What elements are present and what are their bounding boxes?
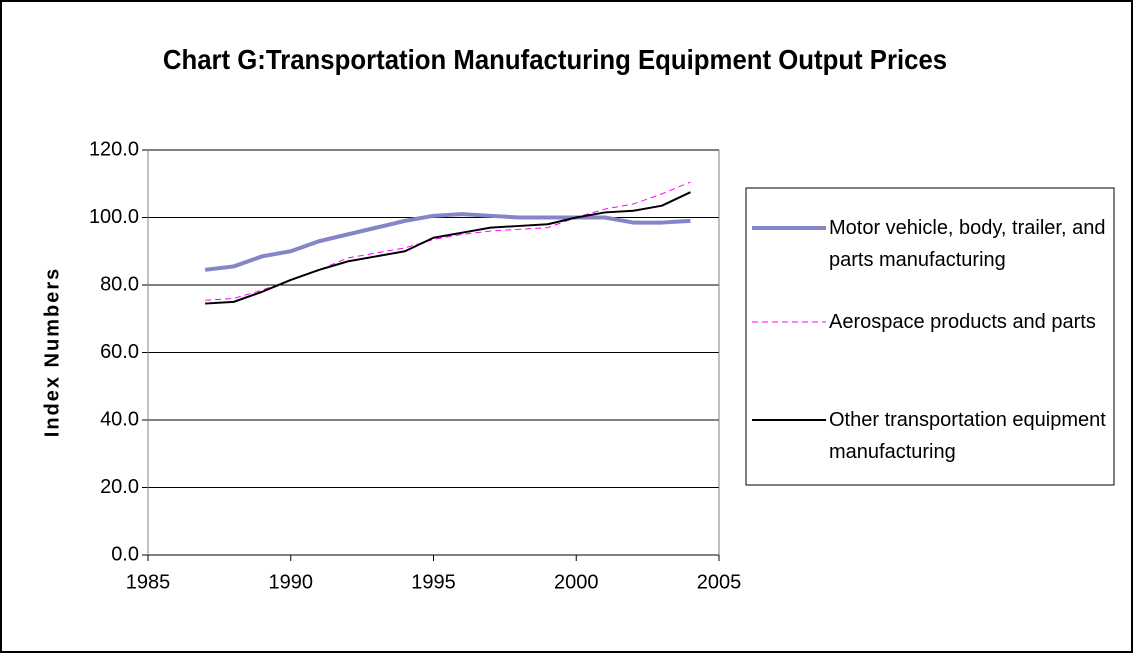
x-tick-label: 2005 — [697, 571, 742, 593]
series-line — [205, 181, 691, 301]
y-tick-label: 100.0 — [89, 206, 139, 228]
chart-title: Chart G:Transportation Manufacturing Equ… — [162, 44, 948, 75]
series-line — [205, 191, 691, 305]
y-axis-label: Index Numbers — [41, 267, 63, 437]
x-tick-label: 2000 — [554, 571, 599, 593]
legend-box — [745, 187, 1115, 486]
y-tick-label: 120.0 — [89, 138, 139, 160]
x-tick-label: 1995 — [411, 571, 456, 593]
legend-label: Motor vehicle, body, trailer, and parts … — [829, 217, 1106, 271]
x-tick-label: 1985 — [126, 571, 171, 593]
series-line — [204, 212, 691, 272]
y-tick-label: 0.0 — [111, 543, 139, 565]
y-tick-label: 20.0 — [100, 476, 139, 498]
y-tick-label: 40.0 — [100, 408, 139, 430]
x-tick-label: 1990 — [269, 571, 314, 593]
legend-label: Other transportation equipment manufactu… — [829, 409, 1106, 463]
y-tick-label: 60.0 — [100, 341, 139, 363]
y-tick-label: 80.0 — [100, 273, 139, 295]
legend-label: Aerospace products and parts — [829, 311, 1096, 333]
